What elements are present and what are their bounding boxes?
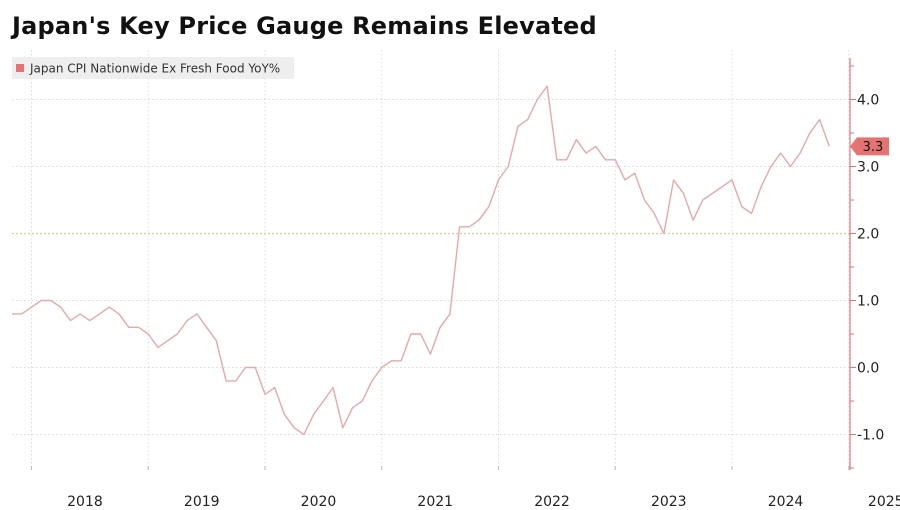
y-tick-label: -1.0 bbox=[857, 428, 884, 444]
series-layer bbox=[12, 85, 830, 436]
y-tick-label: 4.0 bbox=[857, 93, 879, 109]
last-value-callout: 3.3 bbox=[850, 137, 889, 156]
y-tick-label: 3.0 bbox=[857, 160, 879, 176]
grid bbox=[12, 50, 850, 470]
y-tick-label: 1.0 bbox=[857, 294, 879, 310]
x-tick-label: 2022 bbox=[534, 494, 570, 510]
x-tick-label: 2019 bbox=[184, 494, 220, 510]
x-tick-labels: 2018 2019 2020 2021 2022 2023 2024 2025 bbox=[30, 466, 900, 510]
legend-label: Japan CPI Nationwide Ex Fresh Food YoY% bbox=[29, 62, 280, 76]
y-tick-labels: 4.0 3.0 2.0 1.0 0.0 -1.0 bbox=[857, 93, 884, 444]
legend-swatch bbox=[16, 64, 24, 72]
last-value-tag bbox=[850, 137, 889, 156]
x-tick-label: 2024 bbox=[768, 494, 804, 510]
y-tick-label: 2.0 bbox=[857, 227, 879, 243]
legend: Japan CPI Nationwide Ex Fresh Food YoY% bbox=[12, 57, 294, 79]
legend-background bbox=[12, 57, 294, 79]
x-tick-label: 2018 bbox=[67, 494, 103, 510]
y-tick-label: 0.0 bbox=[857, 361, 879, 377]
x-tick-label: 2025 bbox=[868, 494, 900, 510]
last-value-label: 3.3 bbox=[863, 140, 884, 155]
y-axis bbox=[849, 58, 856, 470]
series-line bbox=[12, 85, 830, 436]
x-tick-label: 2020 bbox=[301, 494, 337, 510]
x-tick-label: 2023 bbox=[651, 494, 687, 510]
chart-title: Japan's Key Price Gauge Remains Elevated bbox=[12, 12, 597, 40]
x-tick-label: 2021 bbox=[417, 494, 453, 510]
